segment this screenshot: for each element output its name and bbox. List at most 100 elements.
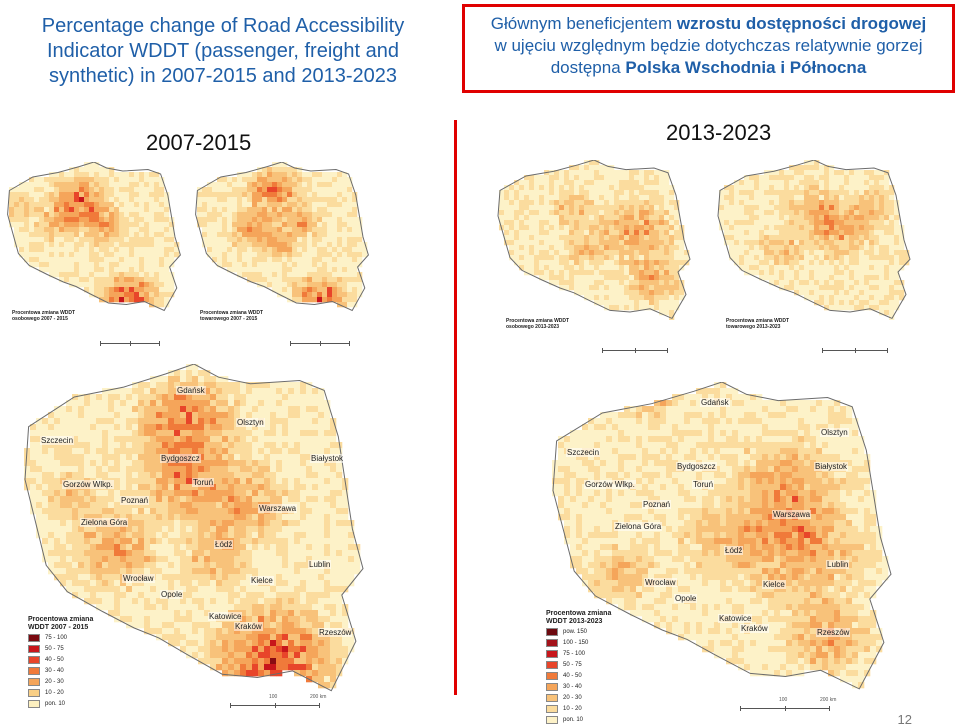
map-region-cell <box>287 252 293 258</box>
map-region-cell <box>210 502 217 509</box>
map-region-cell <box>789 180 795 186</box>
map-region-cell <box>307 207 313 213</box>
map-region-cell <box>138 526 145 533</box>
map-region-cell <box>149 182 155 188</box>
map-region-cell <box>529 215 535 221</box>
map-region-cell <box>108 544 115 551</box>
map-region-cell <box>529 250 535 256</box>
map-region-cell <box>36 490 43 497</box>
map-region-cell <box>48 550 55 557</box>
map-region-cell <box>64 272 70 278</box>
map-region-cell <box>564 230 570 236</box>
map-region-cell <box>774 240 780 246</box>
map-region-cell <box>734 245 740 251</box>
map-region-cell <box>879 235 885 241</box>
map-region-cell <box>744 255 750 261</box>
map-region-cell <box>874 210 880 216</box>
map-region-cell <box>287 202 293 208</box>
map-region-cell <box>859 230 865 236</box>
map-region-cell <box>216 472 223 479</box>
map-region-cell <box>288 394 295 401</box>
map-region-cell <box>42 430 49 437</box>
map-region-cell <box>186 376 193 383</box>
map-region-cell <box>129 262 135 268</box>
map-region-cell <box>679 295 685 301</box>
map-region-cell <box>844 250 850 256</box>
map-region-cell <box>90 556 97 563</box>
map-region-cell <box>789 235 795 241</box>
map-region-cell <box>292 207 298 213</box>
map-region-cell <box>132 484 139 491</box>
map-region-cell <box>276 424 283 431</box>
map-label-passenger-2013: Procentowa zmiana WDDT osobowego 2013-20… <box>506 318 569 330</box>
map-region-cell <box>539 235 545 241</box>
map-region-cell <box>247 232 253 238</box>
map-region-cell <box>844 215 850 221</box>
map-region-cell <box>814 245 820 251</box>
map-region-cell <box>99 167 105 173</box>
map-region-cell <box>318 472 325 479</box>
map-region-cell <box>302 222 308 228</box>
map-region-cell <box>859 225 865 231</box>
map-region-cell <box>197 222 203 228</box>
map-region-cell <box>108 418 115 425</box>
map-region-cell <box>186 532 193 539</box>
map-region-cell <box>34 227 40 233</box>
map-region-cell <box>327 272 333 278</box>
map-region-cell <box>242 222 248 228</box>
map-region-cell <box>228 460 235 467</box>
map-region-cell <box>252 526 259 533</box>
map-region-cell <box>784 245 790 251</box>
map-region-cell <box>217 257 223 263</box>
map-region-cell <box>186 430 193 437</box>
map-region-cell <box>292 187 298 193</box>
map-region-cell <box>759 230 765 236</box>
map-region-cell <box>168 526 175 533</box>
map-region-cell <box>599 235 605 241</box>
map-region-cell <box>108 496 115 503</box>
map-region-cell <box>228 484 235 491</box>
map-region-cell <box>342 544 349 551</box>
map-region-cell <box>192 574 199 581</box>
map-region-cell <box>282 568 289 575</box>
map-region-cell <box>849 240 855 246</box>
map-region-cell <box>769 200 775 206</box>
map-region-cell <box>282 430 289 437</box>
map-region-cell <box>252 272 258 278</box>
map-region-cell <box>604 295 610 301</box>
map-region-cell <box>824 240 830 246</box>
map-region-cell <box>337 187 343 193</box>
map-region-cell <box>549 250 555 256</box>
map-region-cell <box>246 436 253 443</box>
map-region-cell <box>129 277 135 283</box>
map-region-cell <box>162 466 169 473</box>
map-region-cell <box>138 430 145 437</box>
map-region-cell <box>799 245 805 251</box>
map-region-cell <box>174 526 181 533</box>
map-region-cell <box>312 272 318 278</box>
map-region-cell <box>599 255 605 261</box>
map-region-cell <box>884 200 890 206</box>
map-region-cell <box>126 400 133 407</box>
map-region-cell <box>164 192 170 198</box>
map-region-cell <box>59 177 65 183</box>
map-region-cell <box>276 514 283 521</box>
map-region-cell <box>744 225 750 231</box>
map-region-cell <box>624 280 630 286</box>
map-region-cell <box>774 225 780 231</box>
map-region-cell <box>282 222 288 228</box>
map-region-cell <box>814 180 820 186</box>
map-region-cell <box>104 247 110 253</box>
map-region-cell <box>198 472 205 479</box>
map-region-cell <box>272 177 278 183</box>
map-passenger-2013-2023 <box>494 160 694 320</box>
map-region-cell <box>539 255 545 261</box>
map-region-cell <box>132 442 139 449</box>
map-region-cell <box>54 192 60 198</box>
map-region-cell <box>119 172 125 178</box>
map-region-cell <box>232 207 238 213</box>
map-region-cell <box>34 262 40 268</box>
map-region-cell <box>514 200 520 206</box>
map-region-cell <box>252 242 258 248</box>
map-region-cell <box>544 175 550 181</box>
